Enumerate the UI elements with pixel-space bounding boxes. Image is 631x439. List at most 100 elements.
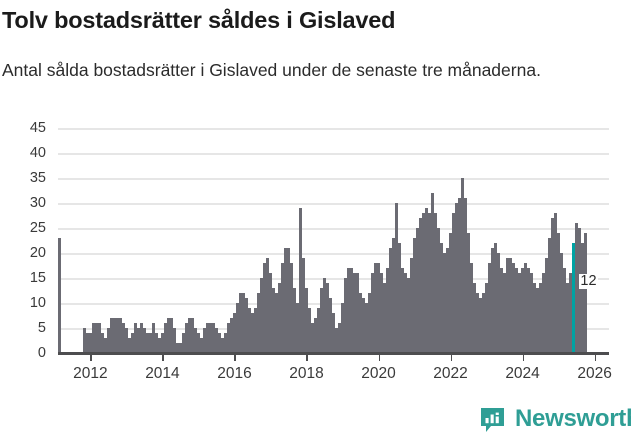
bar — [527, 268, 530, 353]
bar — [140, 323, 143, 353]
bar — [317, 308, 320, 353]
bar — [215, 328, 218, 353]
bar — [182, 333, 185, 353]
bar — [164, 323, 167, 353]
bar — [167, 318, 170, 353]
newsworthy-wordmark: Newsworthy — [515, 405, 631, 432]
bar — [134, 323, 137, 353]
bar — [560, 253, 563, 353]
y-tick-label: 30 — [29, 195, 46, 211]
bar — [125, 328, 128, 353]
bar — [461, 178, 464, 353]
bar — [449, 233, 452, 353]
bar — [128, 338, 131, 353]
bar — [368, 293, 371, 353]
x-tick-label: 2016 — [217, 365, 252, 382]
bar — [437, 228, 440, 353]
bar — [119, 318, 122, 353]
bar — [464, 198, 467, 353]
bar — [524, 263, 527, 353]
bar — [314, 318, 317, 353]
x-tick-label: 2022 — [433, 365, 468, 382]
y-tick-label: 5 — [37, 320, 46, 336]
bar — [266, 258, 269, 353]
bar — [551, 218, 554, 353]
bar — [185, 323, 188, 353]
bar — [170, 318, 173, 353]
bar — [512, 263, 515, 353]
bar — [320, 288, 323, 353]
x-tick-label: 2024 — [505, 365, 540, 382]
bar — [443, 253, 446, 353]
bar — [200, 338, 203, 353]
gridline — [58, 128, 609, 130]
bar — [413, 238, 416, 353]
bar-chart: 0 5 10 15 20 25 30 35 40 45 2012 2014 2016 2018 2020 2… — [0, 120, 631, 390]
bar — [359, 293, 362, 353]
bar — [470, 263, 473, 353]
y-tick-label: 25 — [29, 220, 46, 236]
y-tick-label: 0 — [37, 345, 46, 361]
x-tick-label: 2018 — [289, 365, 324, 382]
x-tick-mark — [450, 354, 453, 361]
bar — [455, 203, 458, 353]
bar — [557, 233, 560, 353]
bar — [82, 328, 86, 353]
bar-series — [58, 128, 609, 353]
bar — [230, 318, 233, 353]
bar — [515, 268, 518, 353]
bar — [278, 283, 281, 353]
bar — [260, 278, 263, 353]
bar — [500, 268, 503, 353]
bar — [572, 243, 575, 353]
x-tick-mark — [522, 354, 525, 361]
bar — [173, 328, 176, 353]
bar — [341, 303, 344, 353]
bar — [578, 228, 581, 353]
x-tick-mark — [90, 354, 92, 361]
bar — [533, 283, 536, 353]
bar — [332, 313, 335, 353]
bar — [248, 308, 251, 353]
bar — [434, 213, 437, 353]
y-tick-label: 15 — [29, 270, 46, 286]
bar — [326, 283, 329, 353]
bar — [401, 268, 404, 353]
bar — [251, 313, 254, 353]
bar — [131, 333, 134, 353]
bar — [497, 253, 500, 353]
bar — [581, 243, 584, 353]
bar — [287, 248, 290, 353]
bar — [422, 213, 425, 353]
bar — [425, 208, 428, 353]
bar — [284, 248, 287, 353]
bar — [446, 248, 449, 353]
bar — [89, 333, 92, 353]
bar — [275, 293, 278, 353]
x-tick-mark — [234, 354, 237, 361]
bar — [428, 213, 431, 353]
bar — [542, 273, 545, 353]
y-tick-label: 45 — [29, 120, 46, 136]
newsworthy-logo[interactable]: Newsworthy — [479, 404, 631, 434]
bar — [92, 323, 95, 353]
bar — [194, 328, 197, 353]
bar — [263, 263, 266, 353]
gridline — [58, 278, 609, 280]
bar — [389, 248, 392, 353]
bar — [530, 273, 533, 353]
bar — [554, 213, 557, 353]
bar — [392, 238, 395, 353]
bar — [212, 323, 215, 353]
bar — [257, 293, 260, 353]
bar — [545, 258, 548, 353]
bar — [356, 273, 359, 353]
bar — [149, 333, 152, 353]
bar — [398, 243, 401, 353]
bar — [290, 263, 293, 353]
bar-value-label: 12 — [579, 273, 598, 289]
bar — [116, 318, 119, 353]
bar — [566, 283, 569, 353]
bar — [494, 243, 497, 353]
